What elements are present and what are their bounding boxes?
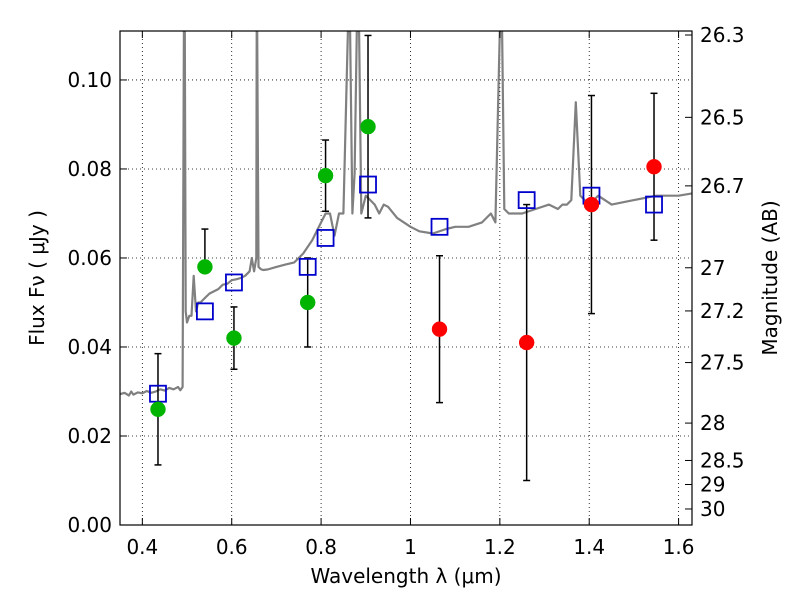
model-point: [316, 229, 335, 247]
mag-tick-label: 26.3: [700, 23, 745, 47]
data-point: [197, 259, 213, 275]
mag-tick-label: 27.5: [700, 351, 745, 375]
y-tick-label: 0.10: [67, 68, 112, 92]
x-tick-label: 1.4: [573, 535, 605, 559]
x-tick-label: 0.8: [305, 535, 337, 559]
x-axis-label: Wavelength λ (μm): [310, 564, 501, 588]
model-point: [430, 217, 449, 236]
model-point: [196, 302, 214, 321]
data-point: [226, 330, 242, 346]
grid-lines: [120, 31, 692, 526]
y-tick-label: 0.02: [67, 424, 112, 448]
y-tick-label: 0.00: [67, 513, 112, 537]
y-axis-label-right: Magnitude (AB): [758, 200, 782, 355]
mag-tick-label: 28.5: [700, 448, 745, 472]
data-point: [518, 334, 535, 351]
x-axis: 0.4 0.6 0.8 1 1.2 1.4 1.6: [126, 31, 695, 559]
data-point: [646, 158, 662, 175]
x-tick-label: 0.4: [126, 535, 158, 559]
y-axis-left: 0.00 0.02 0.04 0.06 0.08 0.10: [67, 68, 127, 537]
plot-frame: [119, 30, 693, 526]
model-point: [298, 257, 317, 276]
mag-tick-label: 30: [700, 497, 725, 521]
mag-tick-label: 29: [700, 473, 725, 497]
y-tick-label: 0.04: [67, 335, 112, 359]
y-tick-label: 0.08: [67, 157, 112, 181]
data-point: [150, 401, 166, 418]
mag-tick-label: 27.2: [700, 299, 745, 323]
data-point: [299, 294, 316, 311]
model-point: [225, 273, 243, 292]
x-tick-label: 0.6: [216, 535, 248, 559]
mag-tick-label: 27: [700, 256, 725, 280]
data-point: [583, 196, 600, 213]
model-point: [645, 195, 663, 214]
model-point: [517, 191, 536, 210]
x-tick-label: 1.2: [484, 535, 516, 559]
spectrum-line: [120, 31, 692, 397]
mag-tick-label: 26.7: [700, 174, 745, 198]
model-point: [359, 175, 377, 194]
y-axis-label: Flux Fν ( μJy ): [25, 210, 49, 346]
data-point: [317, 167, 334, 184]
mag-tick-label: 26.5: [700, 105, 745, 129]
y-tick-label: 0.06: [67, 246, 112, 270]
data-point: [360, 118, 376, 135]
x-tick-label: 1.6: [663, 535, 695, 559]
plot-area: [120, 31, 692, 482]
mag-tick-label: 28: [700, 411, 725, 435]
x-tick-label: 1: [404, 535, 417, 559]
data-point: [431, 321, 448, 337]
